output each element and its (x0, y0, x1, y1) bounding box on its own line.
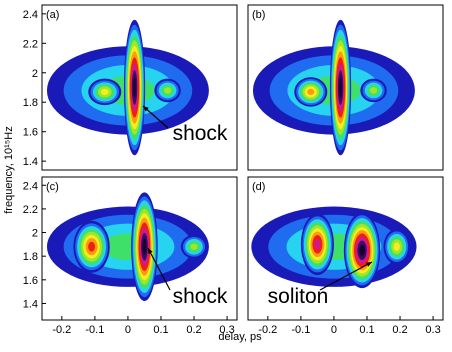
annotation-arrow (147, 247, 171, 291)
x-tick-label: -0.1 (291, 324, 310, 336)
x-tick-label: -0.2 (52, 324, 71, 336)
annotation-arrowhead (366, 262, 372, 267)
panel: (c) 1.4 1.6 1.8 2 2.2 2.4 -0.2 -0.1 0 0.1 0.2 0.3 sho… (23, 176, 238, 336)
panel-label: (c) (46, 181, 59, 193)
y-tick-label: 2.2 (23, 204, 38, 216)
x-tick-label: 0.2 (186, 324, 201, 336)
y-tick-label: 1.8 (23, 251, 38, 263)
spectrogram-image (46, 19, 209, 156)
y-tick-label: 1.8 (23, 97, 38, 109)
y-tick-label: 1.4 (23, 156, 38, 168)
x-tick-label: 0.3 (219, 324, 234, 336)
panel-frame (41, 176, 238, 321)
panel: (d) -0.2 -0.1 0 0.1 0.2 0.3 soliton (247, 176, 444, 336)
x-tick-label: 0 (125, 324, 131, 336)
x-axis-label: delay, ps (218, 331, 262, 343)
panel-frame (41, 4, 238, 171)
spectrogram-image (251, 206, 417, 289)
y-tick-label: 2.2 (23, 38, 38, 50)
y-tick-label: 1.4 (23, 298, 38, 310)
y-tick-label: 2.4 (23, 9, 38, 21)
x-tick-label: 0.2 (392, 324, 407, 336)
x-tick-label: 0.3 (425, 324, 440, 336)
x-tick-label: -0.2 (258, 324, 277, 336)
annotation-arrowhead (143, 106, 149, 112)
annotation-arrow (319, 261, 373, 291)
annotation: soliton (268, 285, 329, 308)
x-tick-label: 0.1 (153, 324, 168, 336)
y-tick-label: 1.6 (23, 127, 38, 139)
panel: (b) (247, 4, 444, 171)
panel-frame (247, 4, 444, 171)
spectrogram-image (46, 192, 209, 302)
y-tick-label: 2 (32, 68, 38, 80)
y-tick-label: 2 (32, 228, 38, 240)
spectrogram-image (252, 19, 415, 156)
panel: (a) 1.4 1.6 1.8 2 2.2 2.4 shock (23, 4, 238, 171)
panel-label: (a) (46, 9, 59, 21)
x-tick-label: -0.1 (85, 324, 104, 336)
panel-frame (247, 176, 444, 321)
annotation-arrow (142, 105, 169, 129)
annotation-arrowhead (148, 248, 153, 254)
y-tick-label: 1.6 (23, 275, 38, 287)
annotation: shock (173, 285, 228, 308)
annotation: shock (173, 122, 228, 145)
x-tick-label: 0 (331, 324, 337, 336)
y-tick-label: 2.4 (23, 180, 38, 192)
y-axis-label: frequency, 10¹⁵Hz (3, 126, 15, 214)
x-tick-label: 0.1 (359, 324, 374, 336)
panel-label: (d) (252, 181, 265, 193)
panel-label: (b) (252, 9, 265, 21)
